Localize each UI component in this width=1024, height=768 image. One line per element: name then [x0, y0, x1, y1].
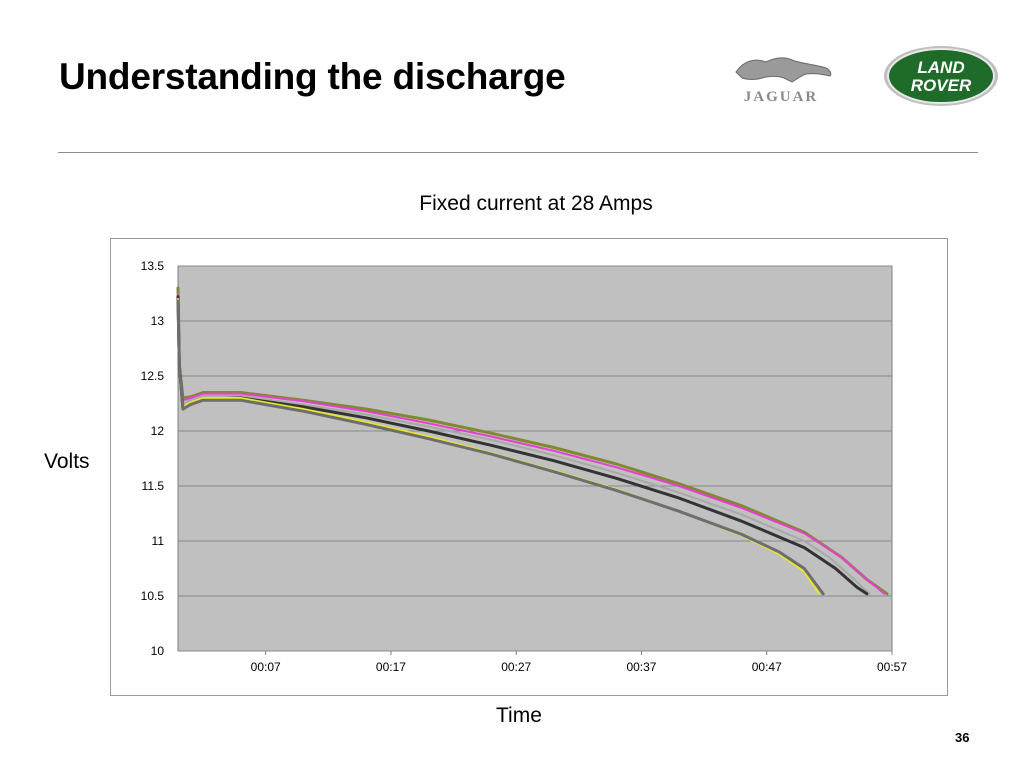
y-tick-label: 10 [151, 644, 165, 658]
x-tick-label: 00:17 [376, 660, 406, 674]
series-lines [176, 286, 889, 596]
plot-area [177, 265, 893, 652]
series-line-2 [177, 292, 886, 595]
y-tick-label: 11 [152, 534, 165, 548]
gridlines [178, 265, 892, 652]
x-tick-label: 00:37 [626, 660, 656, 674]
y-tick-label: 10.5 [141, 589, 165, 603]
jaguar-leaper-icon [735, 57, 832, 83]
y-axis-ticks: 10 10.5 11 11.5 12 12.5 13 13.5 [141, 259, 165, 658]
landrover-wordmark-line1: LAND [917, 58, 964, 77]
x-tick-label: 00:07 [251, 660, 281, 674]
x-axis-label: Time [496, 704, 542, 727]
jaguar-wordmark: JAGUAR [744, 89, 819, 105]
landrover-logo: LAND ROVER [884, 46, 998, 106]
landrover-wordmark-line2: ROVER [911, 76, 972, 95]
y-tick-label: 13.5 [141, 259, 165, 273]
x-axis-ticks: 00:07 00:17 00:27 00:37 00:47 00:57 [251, 651, 907, 674]
slide-title: Understanding the discharge [59, 56, 566, 97]
y-tick-label: 11.5 [142, 479, 165, 493]
y-tick-label: 12 [151, 424, 165, 438]
series-line-6 [176, 299, 825, 596]
x-tick-label: 00:57 [877, 660, 907, 674]
x-tick-label: 00:27 [501, 660, 531, 674]
x-tick-label: 00:47 [752, 660, 782, 674]
page-number: 36 [955, 730, 970, 745]
y-tick-label: 12.5 [141, 369, 165, 383]
series-line-3 [177, 298, 871, 595]
y-tick-label: 13 [151, 314, 165, 328]
chart-title: Fixed current at 28 Amps [419, 192, 653, 215]
title-divider [58, 152, 978, 153]
y-axis-label: Volts [44, 450, 90, 473]
jaguar-logo: JAGUAR [735, 57, 832, 105]
